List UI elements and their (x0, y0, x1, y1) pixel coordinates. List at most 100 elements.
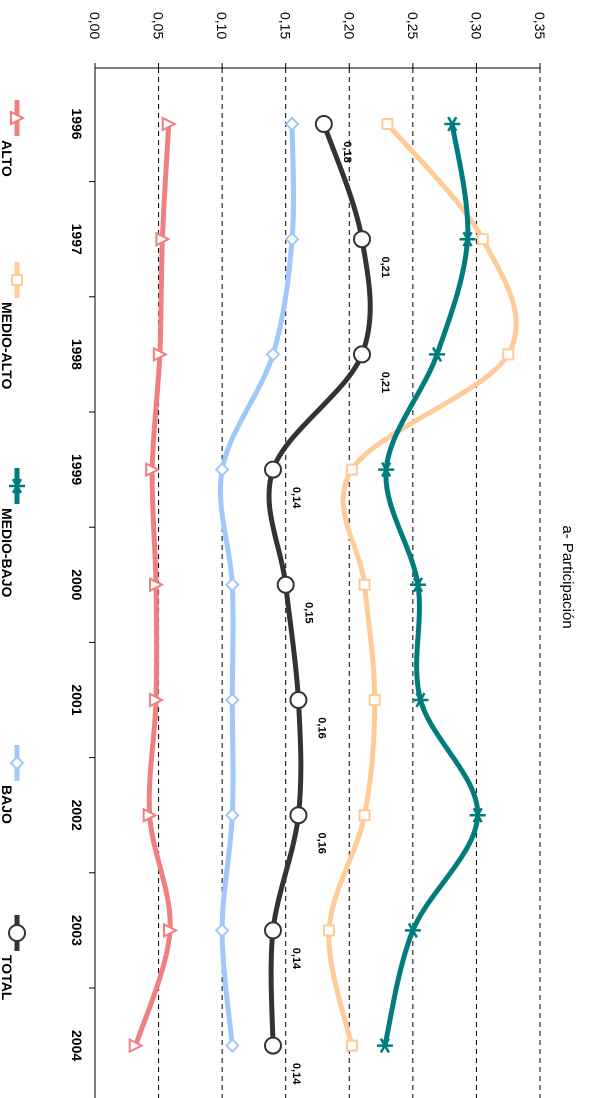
triangle-marker (142, 807, 158, 823)
diamond-marker (214, 922, 230, 938)
circle-marker (264, 460, 282, 479)
data-label: 0,18 (341, 141, 353, 162)
series-line (382, 121, 481, 1049)
star-marker (444, 116, 461, 132)
square-marker (381, 118, 394, 130)
data-label: 0,14 (290, 1063, 302, 1085)
circle-marker (353, 345, 371, 364)
diamond-marker (284, 116, 300, 132)
diamond-marker (9, 755, 25, 771)
value-tick-label: 0,00 (87, 12, 103, 39)
square-marker (345, 463, 358, 476)
circle-marker (264, 921, 282, 940)
axes: 0,00 0,05 0,10 0,15 0,20 0,25 0,30 0,35 1996 1997… (69, 12, 548, 1098)
star-marker (9, 478, 25, 494)
value-tick-label: 0,10 (214, 12, 230, 39)
category-label: 1997 (69, 224, 85, 255)
square-marker (322, 924, 335, 937)
series-line (326, 121, 519, 1049)
diamond-marker (224, 577, 240, 593)
circle-marker (353, 230, 371, 249)
category-label: 2002 (69, 800, 85, 831)
star-marker (459, 231, 476, 247)
square-marker (368, 694, 381, 706)
star-marker (412, 692, 429, 708)
legend-label: MEDIO-ALTO (0, 302, 15, 389)
legend: ALTO MEDIO-ALTO MEDIO-BAJO BAJO TOTAL (0, 100, 26, 1001)
category-label: 2003 (69, 915, 85, 946)
star-marker (404, 922, 421, 938)
category-label: 1999 (69, 454, 85, 485)
value-tick-label: 0,20 (341, 12, 357, 39)
category-label: 2004 (69, 1030, 85, 1061)
diamond-marker (265, 346, 281, 362)
value-tick-label: 0,25 (405, 12, 421, 39)
star-marker (376, 1038, 393, 1054)
triangle-marker (152, 346, 169, 363)
triangle-marker (161, 116, 177, 132)
triangle-marker (155, 231, 171, 247)
series-total (264, 115, 373, 1055)
diamond-marker (224, 692, 240, 708)
diamond-marker (214, 462, 230, 478)
data-label: 0,15 (303, 602, 315, 623)
value-tick-label: 0,30 (468, 12, 484, 39)
grid-lines (158, 68, 541, 1098)
square-marker (358, 578, 371, 591)
diamond-marker (284, 231, 300, 247)
triangle-marker (149, 692, 165, 708)
series-bajo (214, 116, 300, 1054)
triangle-marker (163, 922, 179, 939)
circle-marker (276, 575, 295, 594)
triangle-marker (128, 1037, 144, 1054)
data-label: 0,21 (379, 372, 391, 393)
square-marker (358, 809, 371, 822)
legend-item: TOTAL (0, 915, 26, 1001)
circle-marker (264, 1036, 282, 1055)
series-alto (128, 116, 179, 1054)
series-medio-alto (322, 118, 519, 1052)
data-label: 0,21 (379, 256, 391, 277)
category-label: 2000 (69, 569, 85, 600)
square-marker (502, 348, 515, 361)
legend-item: BAJO (0, 745, 25, 824)
triangle-marker (149, 577, 165, 593)
square-marker (11, 274, 23, 286)
series-line (266, 121, 373, 1049)
circle-marker (8, 924, 26, 942)
data-label: 0,14 (290, 487, 302, 509)
value-tick-label: 0,35 (532, 12, 548, 39)
square-marker (345, 1039, 358, 1052)
data-label: 0,14 (290, 948, 302, 970)
triangle-marker (10, 110, 26, 126)
star-marker (378, 462, 395, 478)
legend-label: MEDIO-BAJO (0, 508, 15, 598)
data-label: 0,16 (315, 832, 327, 853)
circle-marker (314, 115, 333, 133)
category-label: 2001 (69, 684, 85, 715)
star-marker (429, 346, 446, 362)
series-medio-bajo (376, 116, 486, 1054)
circle-marker (289, 691, 308, 709)
legend-label: ALTO (0, 140, 15, 177)
star-marker (469, 807, 486, 823)
star-marker (409, 577, 426, 593)
diamond-marker (224, 807, 240, 823)
value-tick-label: 0,05 (151, 12, 167, 39)
category-label: 1996 (69, 108, 85, 139)
diamond-marker (224, 1038, 240, 1054)
series (128, 115, 519, 1055)
circle-marker (289, 806, 308, 825)
legend-label: TOTAL (0, 955, 15, 1001)
value-tick-label: 0,15 (278, 12, 294, 39)
data-labels: 0,18 0,21 0,21 0,14 0,15 0,16 0,16 0,14 0,14 (290, 141, 391, 1085)
square-marker (476, 233, 489, 246)
legend-item: MEDIO-BAJO (0, 468, 25, 598)
triangle-marker (145, 461, 161, 478)
legend-item: ALTO (0, 100, 26, 177)
category-label: 1998 (69, 339, 85, 370)
legend-label: BAJO (0, 785, 15, 824)
chart-title: a- Participación (559, 525, 576, 628)
legend-item: MEDIO-ALTO (0, 262, 23, 389)
